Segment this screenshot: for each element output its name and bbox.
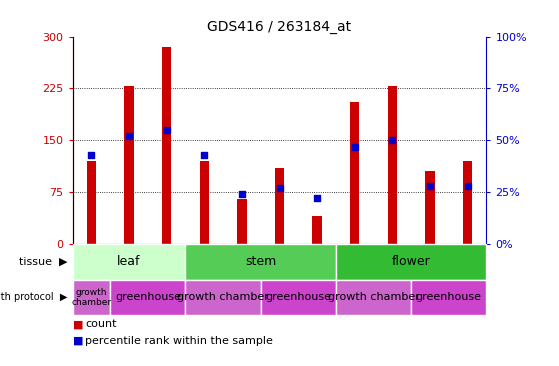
Text: growth
chamber: growth chamber xyxy=(72,288,112,307)
Bar xyxy=(350,102,359,244)
Bar xyxy=(110,280,186,315)
Text: percentile rank within the sample: percentile rank within the sample xyxy=(85,336,273,346)
Bar xyxy=(387,86,397,244)
Bar xyxy=(336,244,486,280)
Bar xyxy=(411,280,486,315)
Bar xyxy=(425,171,434,244)
Text: growth chamber: growth chamber xyxy=(328,292,419,302)
Point xyxy=(425,183,434,189)
Text: greenhouse: greenhouse xyxy=(115,292,181,302)
Bar xyxy=(237,199,247,244)
Bar xyxy=(312,216,322,244)
Point xyxy=(87,152,96,158)
Bar xyxy=(200,161,209,244)
Point xyxy=(200,152,209,158)
Point xyxy=(125,133,134,139)
Text: growth protocol  ▶: growth protocol ▶ xyxy=(0,292,67,302)
Text: greenhouse: greenhouse xyxy=(416,292,482,302)
Bar xyxy=(336,280,411,315)
Point xyxy=(463,183,472,189)
Bar xyxy=(186,244,336,280)
Bar xyxy=(162,47,172,244)
Bar xyxy=(260,280,336,315)
Text: greenhouse: greenhouse xyxy=(266,292,331,302)
Point xyxy=(162,127,171,133)
Bar xyxy=(73,280,110,315)
Title: GDS416 / 263184_at: GDS416 / 263184_at xyxy=(207,20,352,34)
Text: tissue  ▶: tissue ▶ xyxy=(18,257,67,267)
Text: ■: ■ xyxy=(73,336,83,346)
Point xyxy=(312,195,321,201)
Bar xyxy=(124,86,134,244)
Text: leaf: leaf xyxy=(117,255,141,268)
Bar xyxy=(275,168,284,244)
Point xyxy=(388,137,397,143)
Point xyxy=(275,185,284,191)
Bar xyxy=(463,161,472,244)
Bar xyxy=(186,280,260,315)
Text: stem: stem xyxy=(245,255,276,268)
Point xyxy=(238,191,247,197)
Point xyxy=(350,143,359,149)
Text: flower: flower xyxy=(392,255,430,268)
Bar xyxy=(73,244,186,280)
Bar xyxy=(87,161,96,244)
Text: growth chamber: growth chamber xyxy=(177,292,269,302)
Text: count: count xyxy=(85,320,116,329)
Text: ■: ■ xyxy=(73,320,83,329)
